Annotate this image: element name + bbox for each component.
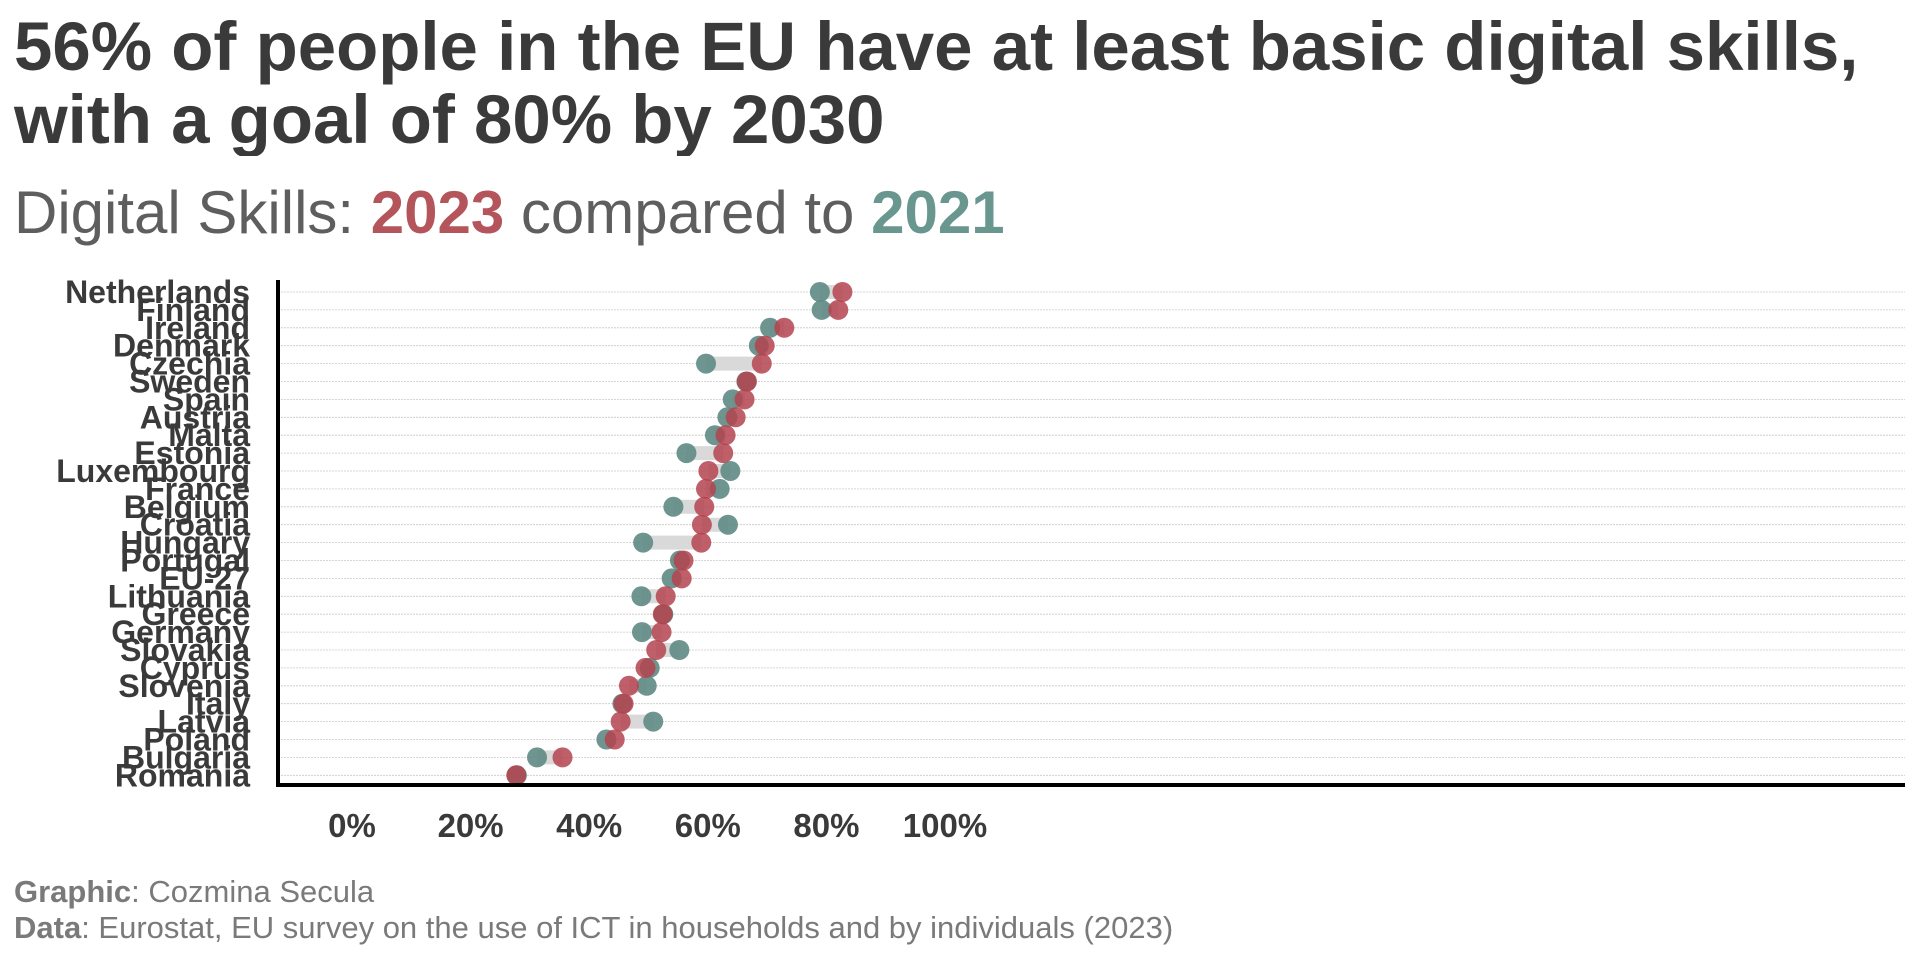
- point-2023-spain: [734, 389, 755, 410]
- point-2021-bulgaria: [527, 747, 548, 768]
- y-label-croatia: Croatia: [140, 507, 250, 543]
- point-2023-malta: [715, 425, 736, 446]
- y-label-romania: Romania: [115, 757, 250, 793]
- y-label-portugal: Portugal: [120, 543, 250, 579]
- y-label-slovenia: Slovenia: [118, 668, 250, 704]
- point-2023-latvia: [610, 711, 631, 732]
- x-tick-label-20: 20%: [438, 807, 504, 844]
- y-label-denmark: Denmark: [113, 328, 250, 364]
- dumbbell-chart: NetherlandsFinlandIrelandDenmarkCzechiaS…: [56, 274, 1905, 844]
- point-2023-croatia: [691, 514, 712, 535]
- y-label-lithuania: Lithuania: [108, 578, 250, 614]
- point-2021-belgium: [663, 496, 684, 517]
- footer-graphic-value: : Cozmina Secula: [131, 874, 375, 909]
- point-2023-portugal: [673, 550, 694, 571]
- y-label-austria: Austria: [140, 399, 250, 435]
- x-tick-label-0: 0%: [328, 807, 376, 844]
- chart-title-line-2: with a goal of 80% by 2030: [14, 81, 885, 156]
- y-label-slovakia: Slovakia: [120, 632, 250, 668]
- y-label-spain: Spain: [163, 381, 250, 417]
- point-2021-latvia: [643, 711, 664, 732]
- x-tick-label-40: 40%: [556, 807, 622, 844]
- point-2023-cyprus: [635, 657, 656, 678]
- y-label-finland: Finland: [136, 292, 250, 328]
- gridlines: [278, 291, 1905, 776]
- point-2021-luxembourg: [720, 461, 741, 481]
- series-2023-points: [506, 282, 853, 786]
- y-label-ireland: Ireland: [145, 310, 250, 346]
- point-2023-czechia: [751, 353, 772, 374]
- subtitle-middle: compared to: [504, 179, 872, 246]
- chart-footer: Graphic: Cozmina Secula Data: Eurostat, …: [14, 874, 1173, 946]
- x-tick-label-80: 80%: [793, 807, 859, 844]
- subtitle-year-2021: 2021: [871, 179, 1005, 246]
- chart-title: 56% of people in the EU have at least ba…: [14, 10, 1920, 156]
- point-2023-austria: [725, 407, 746, 428]
- point-2021-netherlands: [809, 282, 830, 302]
- y-label-czechia: Czechia: [129, 346, 250, 382]
- y-label-belgium: Belgium: [124, 489, 250, 525]
- point-2023-romania: [506, 765, 527, 786]
- y-label-eu-27: EU-27: [159, 560, 250, 596]
- point-2021-germany: [631, 622, 652, 643]
- y-label-france: France: [145, 471, 250, 507]
- point-2021-slovakia: [669, 640, 690, 660]
- point-2023-slovenia: [618, 675, 639, 696]
- point-2021-slovenia: [636, 675, 657, 696]
- point-2021-lithuania: [631, 586, 652, 607]
- point-2023-lithuania: [655, 586, 676, 607]
- point-2021-finland: [811, 299, 832, 320]
- footer-data-source: Data: Eurostat, EU survey on the use of …: [14, 910, 1173, 946]
- y-label-estonia: Estonia: [134, 435, 250, 471]
- point-2023-netherlands: [832, 282, 853, 302]
- point-2023-finland: [828, 299, 849, 320]
- y-label-poland: Poland: [143, 722, 250, 758]
- point-2023-belgium: [694, 496, 715, 517]
- series-2021-points: [506, 282, 832, 786]
- y-label-bulgaria: Bulgaria: [122, 739, 250, 775]
- point-2023-luxembourg: [698, 461, 719, 481]
- chart-subtitle: Digital Skills: 2023 compared to 2021: [14, 180, 1005, 246]
- y-label-luxembourg: Luxembourg: [56, 453, 250, 489]
- point-2023-poland: [604, 729, 625, 750]
- y-label-italy: Italy: [186, 686, 250, 722]
- point-2023-france: [696, 478, 717, 499]
- x-tick-label-60: 60%: [675, 807, 741, 844]
- y-label-hungary: Hungary: [120, 525, 250, 561]
- point-2021-hungary: [633, 532, 654, 553]
- footer-data-value: : Eurostat, EU survey on the use of ICT …: [81, 910, 1174, 945]
- point-2023-slovakia: [646, 640, 667, 660]
- y-label-germany: Germany: [111, 614, 250, 650]
- y-label-latvia: Latvia: [158, 704, 251, 740]
- point-2023-ireland: [774, 317, 795, 338]
- point-2023-bulgaria: [552, 747, 573, 768]
- connectors: [516, 285, 843, 783]
- footer-graphic-label: Graphic: [14, 874, 132, 909]
- point-2023-estonia: [713, 443, 734, 464]
- x-axis-tick-labels: 0% 20% 40% 60% 80% 100%: [328, 807, 987, 844]
- point-2023-eu-27: [671, 568, 692, 589]
- point-2021-estonia: [676, 443, 697, 464]
- point-2023-hungary: [691, 532, 712, 553]
- point-2021-croatia: [717, 514, 738, 535]
- point-2023-denmark: [754, 335, 775, 356]
- point-2021-czechia: [696, 353, 717, 374]
- point-2023-italy: [613, 693, 634, 714]
- footer-data-label: Data: [14, 910, 82, 945]
- y-label-malta: Malta: [168, 417, 250, 453]
- y-axis-labels: NetherlandsFinlandIrelandDenmarkCzechiaS…: [56, 274, 250, 793]
- subtitle-prefix: Digital Skills:: [14, 179, 371, 246]
- y-label-netherlands: Netherlands: [65, 274, 250, 310]
- y-label-greece: Greece: [141, 596, 250, 632]
- point-2023-sweden: [736, 371, 757, 392]
- footer-graphic-credit: Graphic: Cozmina Secula: [14, 874, 1173, 910]
- x-tick-label-100: 100%: [903, 807, 987, 844]
- y-label-sweden: Sweden: [129, 364, 250, 400]
- subtitle-year-2023: 2023: [370, 179, 505, 246]
- point-2021-ireland: [760, 317, 781, 338]
- y-label-cyprus: Cyprus: [140, 650, 250, 686]
- point-2023-greece: [652, 604, 673, 625]
- point-2023-germany: [651, 622, 672, 643]
- chart-title-line-1: 56% of people in the EU have at least ba…: [14, 10, 1859, 85]
